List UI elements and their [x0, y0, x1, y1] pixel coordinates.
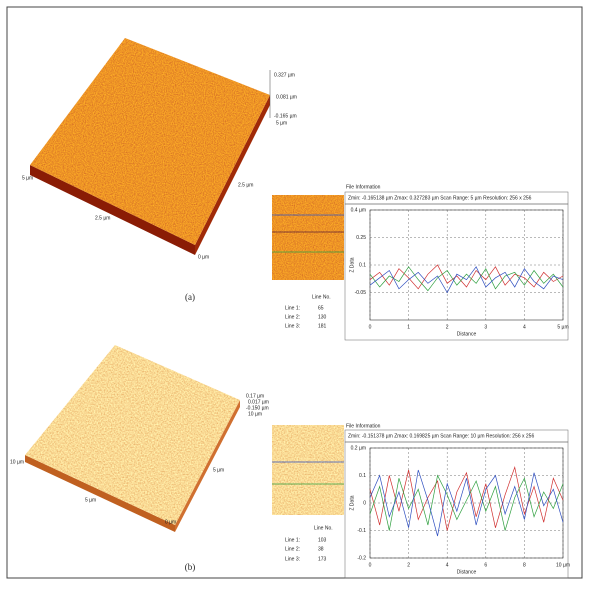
table-cell: 130 [318, 314, 327, 320]
table-cell: Line 2: [285, 546, 300, 552]
axis-label: 10 µm [10, 459, 24, 465]
y-axis-label: Z Data [349, 495, 355, 510]
x-tick-label: 2 [446, 324, 449, 330]
profile-series [369, 465, 564, 531]
x-tick-label: 5 µm [557, 324, 568, 330]
axis-label: 0 µm [165, 519, 176, 525]
profile-series [369, 474, 564, 531]
x-tick-label: 10 µm [556, 562, 570, 568]
y-tick-label: -0.2 [357, 555, 366, 561]
surface-side [175, 400, 240, 532]
y-tick-label: -0.1 [357, 528, 366, 534]
chart-frame [344, 203, 569, 341]
y-axis-label: Z Data [349, 257, 355, 272]
z-label: -0.150 µm [246, 405, 269, 411]
z-label: 0.017 µm [248, 399, 269, 405]
axis-label: 0 µm [198, 254, 209, 260]
table-cell: Line 3: [285, 556, 300, 562]
y-tick-label: 0 [363, 500, 366, 506]
surface-3d [25, 345, 240, 525]
profile-series [369, 266, 564, 294]
table-cell: 173 [318, 556, 327, 562]
y-tick-label: 0.1 [359, 262, 366, 268]
table-cell: Line 1: [285, 537, 300, 543]
table-cell: Line 1: [285, 305, 300, 311]
axis-label: 2.5 µm [238, 182, 253, 188]
axis-label: 5 µm [22, 175, 33, 181]
z-label: 0.17 µm [246, 393, 264, 399]
table-header: Line No. [314, 525, 333, 531]
info-heading: File Information [346, 184, 381, 190]
y-tick-label: 0.2 µm [351, 445, 366, 451]
table-cell: 181 [318, 323, 327, 329]
frame [6, 6, 583, 579]
y-tick-label: -0.05 [355, 290, 367, 296]
info-heading: File Information [346, 423, 381, 429]
profile-series [369, 264, 564, 290]
axis-label: 10 µm [248, 411, 262, 417]
plot-area [369, 209, 564, 321]
x-tick-label: 8 [523, 562, 526, 568]
x-tick-label: 4 [446, 562, 449, 568]
table-header: Line No. [312, 294, 331, 300]
z-label: 0.081 µm [276, 94, 297, 100]
thumbnail [272, 195, 344, 280]
z-label: 0.327 µm [274, 72, 295, 78]
table-cell: 65 [318, 305, 324, 311]
table-cell: Line 3: [285, 323, 300, 329]
y-tick-label: 0.1 [359, 473, 366, 479]
table-cell: 103 [318, 537, 327, 543]
axis-label: 5 µm [85, 497, 96, 503]
x-tick-label: 2 [407, 562, 410, 568]
x-tick-label: 0 [369, 562, 372, 568]
x-tick-label: 0 [369, 324, 372, 330]
chart-frame [344, 441, 569, 579]
axis-label: 5 µm [213, 467, 224, 473]
info-text: Zmin: -0.151378 µm Zmax: 0.169825 µm Sca… [348, 433, 534, 439]
table-cell: 38 [318, 546, 324, 552]
profile-series [369, 469, 564, 537]
caption: (b) [185, 562, 196, 572]
x-axis-label: Distance [457, 569, 477, 575]
y-tick-label: 0.25 [356, 235, 366, 241]
surface-side [195, 95, 270, 255]
x-tick-label: 4 [523, 324, 526, 330]
plot-area [369, 447, 564, 559]
thumbnail [272, 425, 344, 515]
profile-series [369, 266, 564, 292]
z-label: -0.165 µm [274, 113, 297, 119]
surface-side [30, 165, 195, 255]
axis-label: 5 µm [276, 120, 287, 126]
surface-side [25, 455, 175, 532]
x-tick-label: 3 [484, 324, 487, 330]
x-axis-label: Distance [457, 331, 477, 337]
table-cell: Line 2: [285, 314, 300, 320]
x-tick-label: 6 [484, 562, 487, 568]
x-tick-label: 1 [407, 324, 410, 330]
info-text: Zmin: -0.165138 µm Zmax: 0.327283 µm Sca… [348, 195, 532, 201]
axis-label: 2.5 µm [95, 215, 110, 221]
surface-3d [30, 38, 270, 245]
caption: (a) [185, 292, 195, 302]
y-tick-label: 0.4 µm [351, 207, 366, 213]
